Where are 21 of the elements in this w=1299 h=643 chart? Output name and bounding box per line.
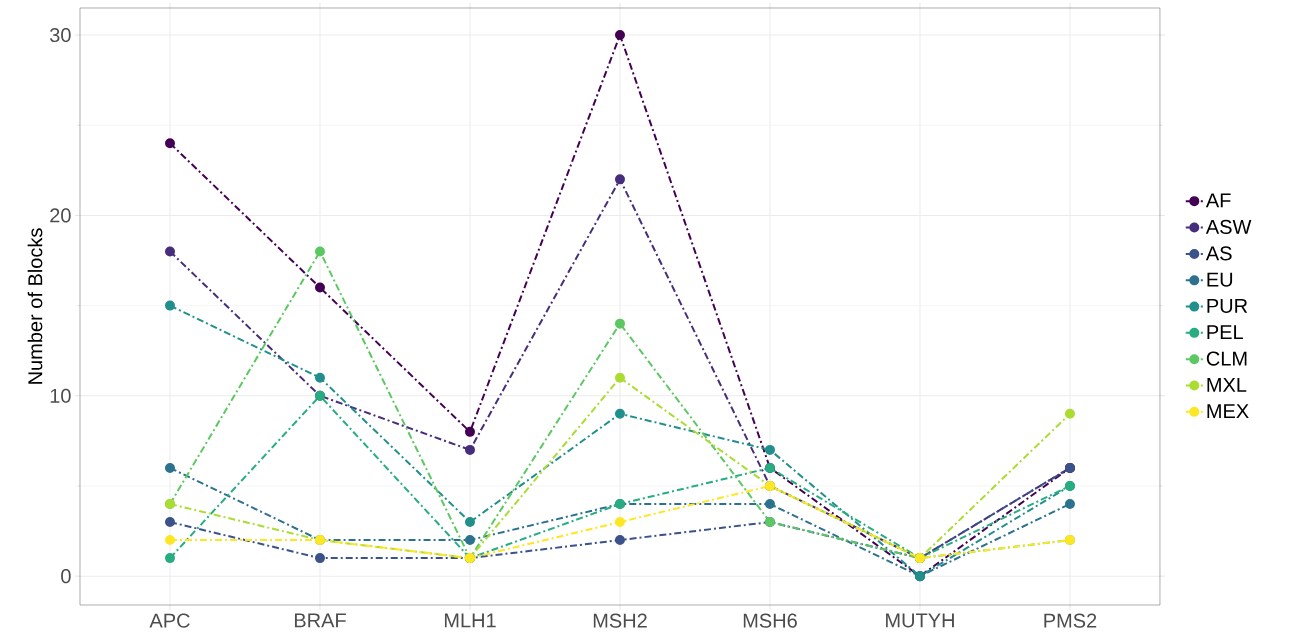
y-tick-label: 20	[50, 208, 71, 223]
x-tick-label: MSH2	[593, 613, 647, 628]
x-tick-label: APC	[149, 613, 190, 628]
x-tick-label: BRAF	[294, 613, 346, 628]
x-tick-label: MUTYH	[886, 613, 954, 628]
y-tick-label: 30	[49, 27, 71, 43]
legend-label: PUR	[1207, 298, 1248, 313]
legend-label: AS	[1205, 246, 1232, 261]
legend-label: EU	[1207, 272, 1233, 287]
x-tick-label: MSH6	[743, 613, 797, 628]
legend-label: MXL	[1207, 377, 1247, 392]
x-tick-label: PMS2	[1044, 613, 1097, 628]
y-axis-title: Number of Blocks	[27, 228, 43, 384]
x-tick-label: MLH1	[444, 613, 496, 628]
legend-label: PEL	[1207, 325, 1243, 339]
legend-label: MEX	[1207, 404, 1249, 418]
y-tick-label: 0	[61, 569, 71, 584]
legend-label: AF	[1205, 193, 1231, 208]
legend-label: CLM	[1206, 351, 1247, 366]
legend-label: ASW	[1205, 219, 1252, 234]
y-tick-label: 10	[50, 388, 71, 403]
